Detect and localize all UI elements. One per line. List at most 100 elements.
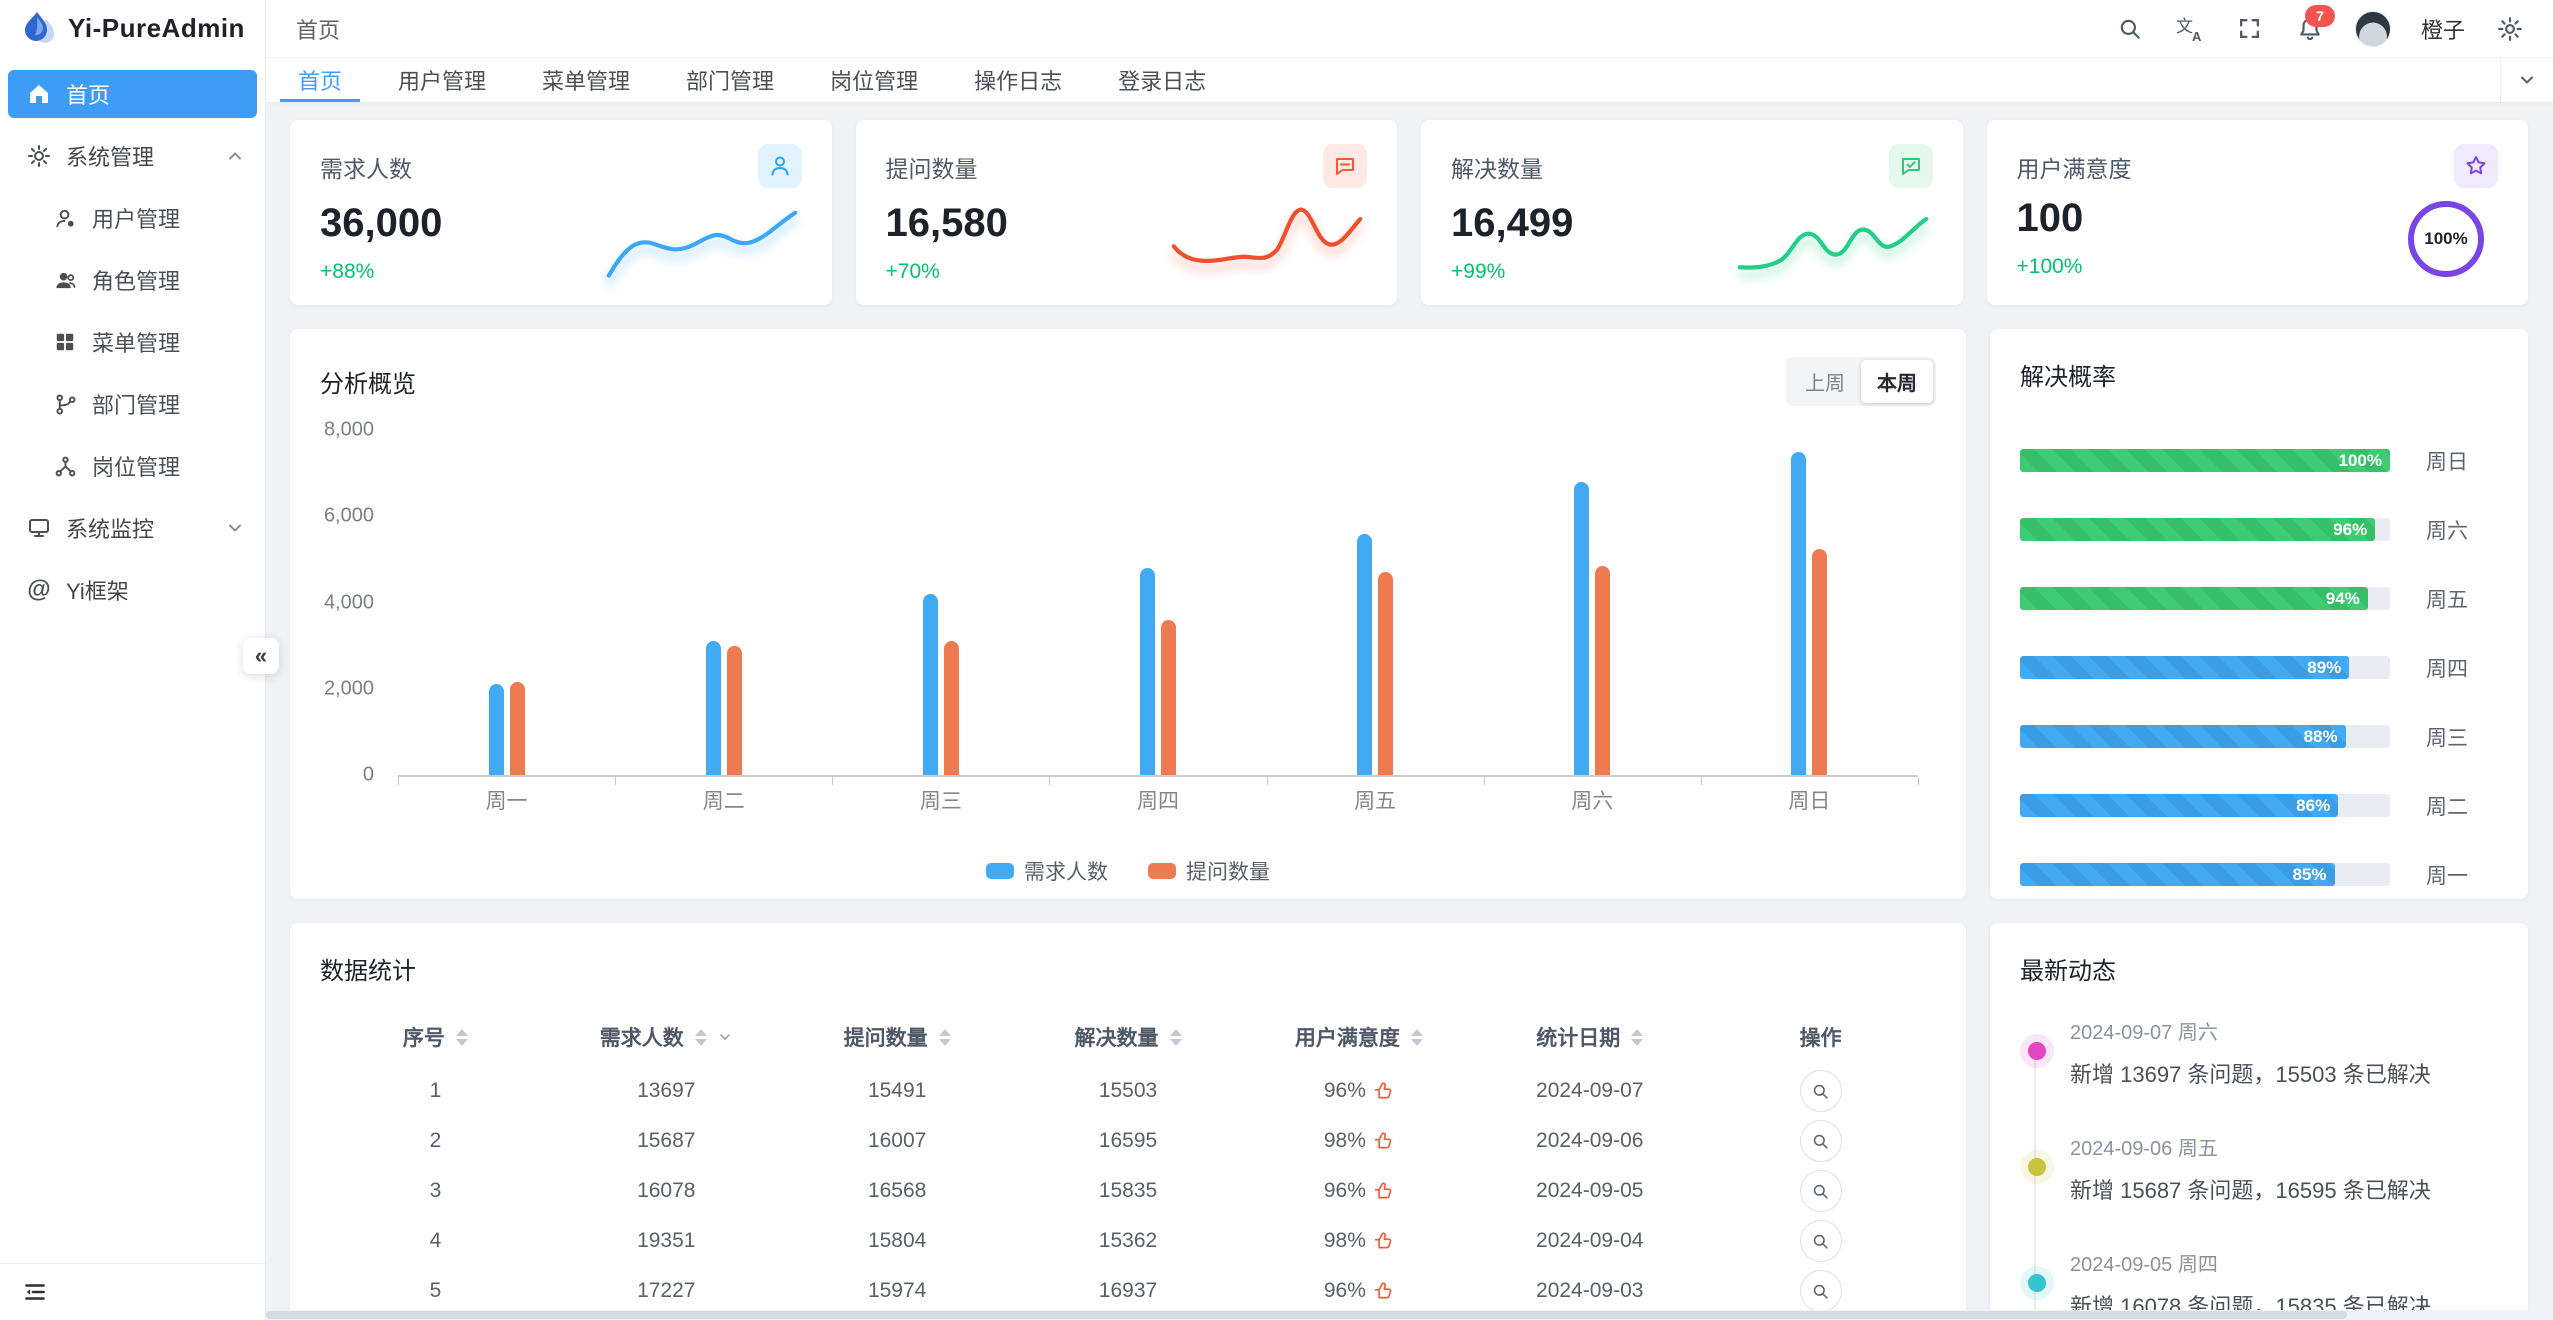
- x-axis-label: 周一: [485, 790, 528, 813]
- column-header[interactable]: 需求人数: [551, 1022, 782, 1052]
- tab-login-log[interactable]: 登录日志: [1118, 69, 1207, 94]
- toggle-this-week[interactable]: 本周: [1861, 360, 1933, 403]
- sidebar-item-department-management[interactable]: 部门管理: [0, 373, 265, 435]
- bar-demand: [1357, 533, 1373, 775]
- tab-user-management[interactable]: 用户管理: [398, 69, 487, 94]
- sidebar-item-home[interactable]: 首页: [8, 70, 257, 118]
- progress-day-label: 周二: [2426, 795, 2468, 819]
- sort-carets-icon: [938, 1028, 951, 1046]
- magnifier-icon: [1813, 1284, 1828, 1299]
- chevron-down-icon: [225, 518, 245, 538]
- view-row-button[interactable]: [1799, 1270, 1842, 1312]
- magnifier-icon: [1813, 1134, 1828, 1149]
- app-logo[interactable]: Yi-PureAdmin: [0, 0, 265, 57]
- bar-demand: [1791, 451, 1807, 775]
- stat-title: 用户满意度: [2016, 156, 2132, 182]
- app-title: Yi-PureAdmin: [68, 13, 245, 43]
- table-cell: 16937: [1098, 1279, 1158, 1302]
- sidebar-item-menu-management[interactable]: 菜单管理: [0, 311, 265, 373]
- tab-menu-management[interactable]: 菜单管理: [542, 69, 631, 94]
- bell-icon[interactable]: 7: [2295, 4, 2335, 44]
- sidebar-menu: 首页 系统管理 用户管理: [0, 57, 265, 621]
- column-header[interactable]: 序号: [320, 1022, 551, 1052]
- progress-day-label: 周四: [2426, 657, 2468, 681]
- sidebar-collapse-button[interactable]: «: [243, 638, 279, 674]
- table-cell: 2: [429, 1129, 442, 1152]
- axis-tick: [832, 777, 834, 785]
- stat-delta: +88%: [320, 260, 375, 283]
- view-row-button[interactable]: [1799, 1120, 1842, 1162]
- solve-rate-row: 94% 周五: [2020, 564, 2498, 633]
- column-header[interactable]: 解决数量: [1013, 1022, 1244, 1052]
- user-icon: [757, 144, 802, 188]
- sidebar-item-system-monitor[interactable]: 系统监控: [0, 497, 265, 559]
- menu-fold-icon[interactable]: [22, 1279, 48, 1305]
- legend-item[interactable]: 提问数量: [1148, 856, 1270, 886]
- column-header[interactable]: 用户满意度: [1243, 1022, 1474, 1052]
- x-axis-label: 周五: [1354, 790, 1397, 813]
- fullscreen-icon[interactable]: [2235, 14, 2265, 44]
- timeline-date: 2024-09-07 周六: [2070, 1022, 2218, 1044]
- legend-swatch: [1148, 863, 1176, 879]
- breadcrumb[interactable]: 首页: [296, 17, 341, 43]
- sidebar-item-label: 用户管理: [92, 207, 181, 232]
- sparkline-demand: [606, 210, 797, 278]
- table-cell: 16595: [1098, 1129, 1158, 1152]
- tab-department-management[interactable]: 部门管理: [686, 69, 775, 94]
- progress-track: 86%: [2020, 794, 2390, 817]
- magnifier-icon: [1813, 1234, 1828, 1249]
- toggle-last-week[interactable]: 上周: [1805, 373, 1845, 395]
- legend-item[interactable]: 需求人数: [986, 856, 1108, 886]
- view-row-button[interactable]: [1799, 1170, 1842, 1212]
- table-cell-date: 2024-09-06: [1536, 1129, 1644, 1152]
- settings-icon[interactable]: [2495, 14, 2525, 44]
- table-cell-action: [1705, 1170, 1936, 1212]
- timeline-dot: [2028, 1042, 2046, 1060]
- thumbs-up-icon: [1374, 1231, 1392, 1248]
- solve-rate-row: 88% 周三: [2020, 702, 2498, 771]
- legend-label: 提问数量: [1186, 861, 1270, 884]
- stat-value: 36,000: [320, 201, 443, 245]
- table-row: 3 16078 16568 15835 96% 2024-09-05: [320, 1166, 1936, 1216]
- progress-day-label: 周六: [2426, 519, 2468, 543]
- user-avatar[interactable]: [2354, 10, 2391, 47]
- thumbs-up-icon: [1374, 1081, 1392, 1098]
- stat-title: 解决数量: [1451, 156, 1543, 182]
- table-cell-date: 2024-09-04: [1536, 1229, 1644, 1252]
- table-cell: 16568: [867, 1179, 927, 1202]
- column-header[interactable]: 操作: [1705, 1022, 1936, 1052]
- legend-swatch: [986, 863, 1014, 879]
- view-row-button[interactable]: [1799, 1070, 1842, 1112]
- username[interactable]: 橙子: [2420, 17, 2465, 43]
- table-cell-date: 2024-09-07: [1536, 1079, 1644, 1102]
- sidebar-item-system-management[interactable]: 系统管理: [0, 125, 265, 187]
- timeline-text: 新增 13697 条问题，15503 条已解决: [2070, 1062, 2431, 1087]
- y-axis-label: 0: [362, 763, 374, 786]
- thumbs-up-icon: [1374, 1281, 1392, 1298]
- tab-home[interactable]: 首页: [274, 58, 366, 102]
- column-header[interactable]: 统计日期: [1474, 1022, 1705, 1052]
- tab-overflow-chevron-icon[interactable]: [2500, 58, 2553, 102]
- svg-text:A: A: [2192, 29, 2202, 43]
- sidebar-item-post-management[interactable]: 岗位管理: [0, 435, 265, 497]
- bar-chart: 8,000 6,000 4,000 2,000 0 周一 周二 周三 周四 周五 周六 周日: [320, 419, 1936, 830]
- sidebar-item-role-management[interactable]: 角色管理: [0, 249, 265, 311]
- column-header[interactable]: 提问数量: [782, 1022, 1013, 1052]
- progress-day-label: 周三: [2426, 726, 2468, 750]
- search-icon[interactable]: [2115, 14, 2145, 44]
- svg-text:文: 文: [2176, 17, 2193, 36]
- table-cell: 15974: [867, 1279, 927, 1302]
- scrollbar-thumb[interactable]: [266, 1311, 2348, 1319]
- sidebar-item-yi-framework[interactable]: @ Yi框架: [0, 559, 265, 621]
- table-cell-action: [1705, 1120, 1936, 1162]
- sidebar-item-user-management[interactable]: 用户管理: [0, 187, 265, 249]
- table-cell: 4: [429, 1229, 442, 1252]
- stat-card-questions: 提问数量 16,580 +70%: [855, 120, 1397, 305]
- column-header-label: 序号: [402, 1027, 445, 1050]
- tab-post-management[interactable]: 岗位管理: [830, 69, 919, 94]
- tab-operation-log[interactable]: 操作日志: [974, 69, 1063, 94]
- sort-carets-icon: [455, 1028, 468, 1046]
- view-row-button[interactable]: [1799, 1220, 1842, 1262]
